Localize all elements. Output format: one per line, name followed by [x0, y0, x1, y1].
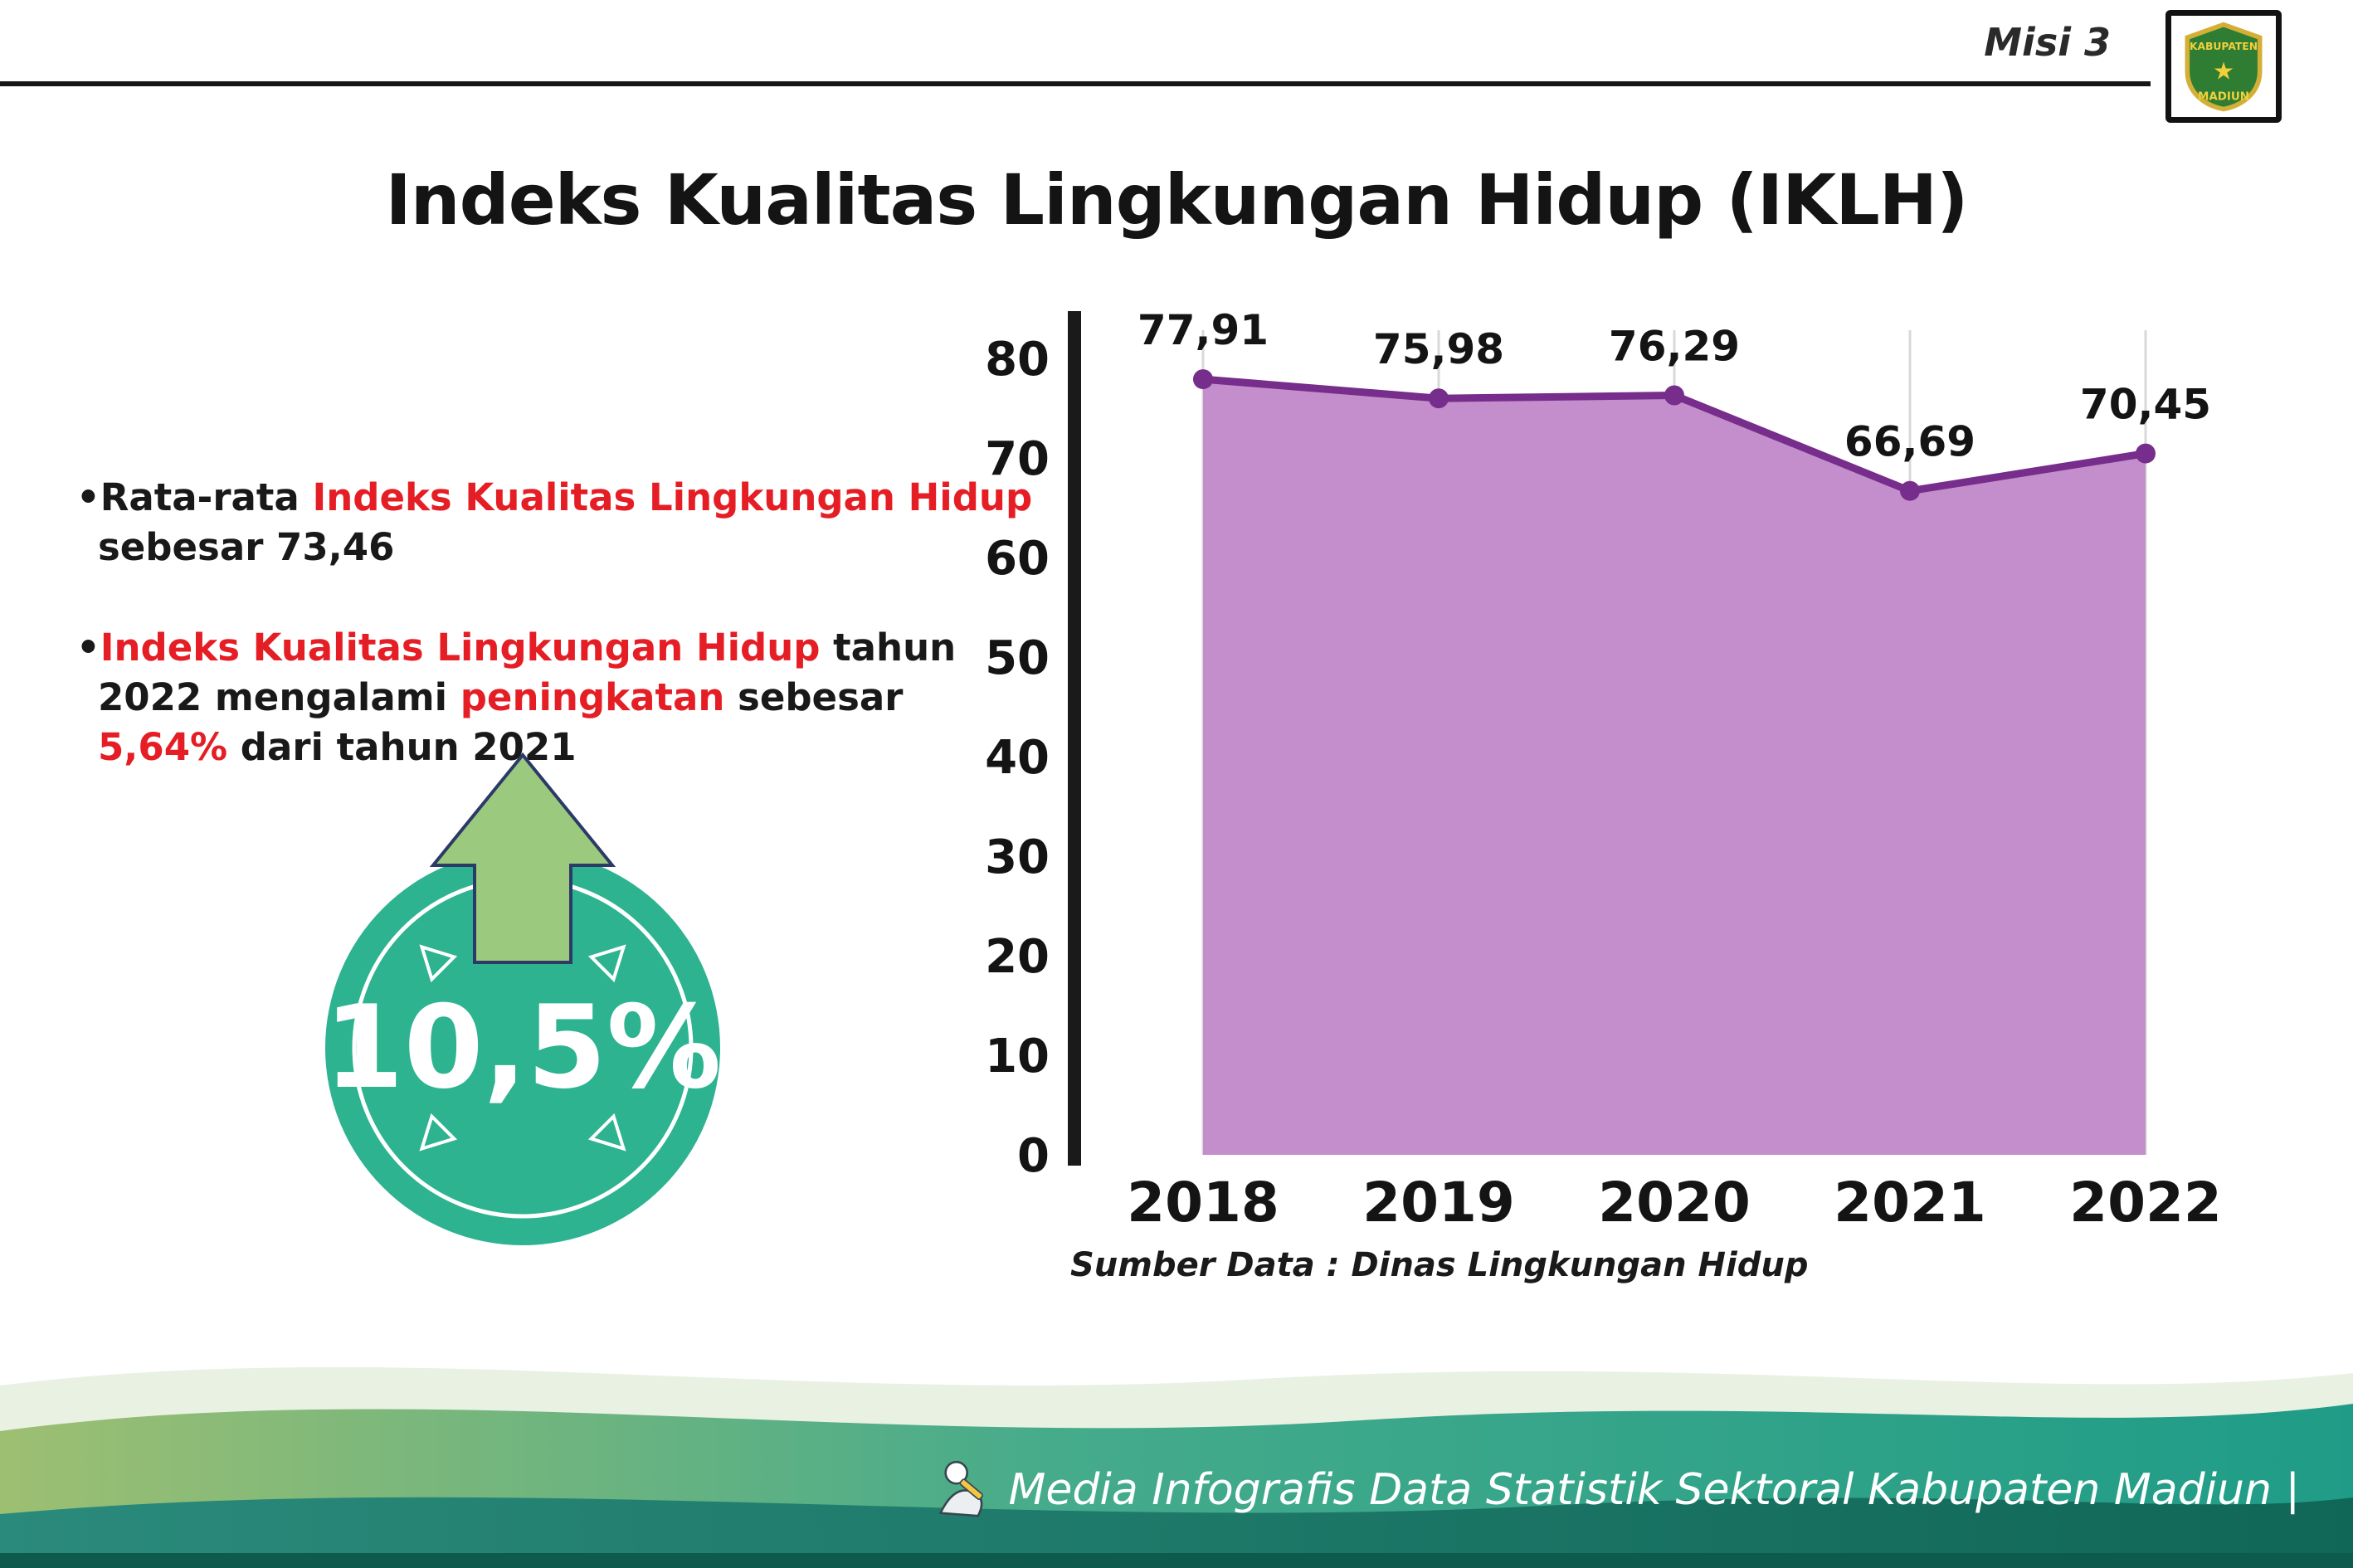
- value-label: 70,45: [2080, 381, 2211, 429]
- y-tick-label: 30: [985, 830, 1050, 884]
- data-point: [1664, 385, 1684, 406]
- y-tick-label: 40: [985, 731, 1050, 785]
- up-arrow-icon: [429, 752, 616, 964]
- area-fill: [1203, 379, 2146, 1156]
- data-point: [2136, 443, 2156, 464]
- logo-crest-icon: KABUPATEN ★ MADIUN: [2185, 22, 2263, 112]
- increase-badge-graphic: 10,5%: [324, 752, 722, 1245]
- logo-text-top: KABUPATEN: [2190, 41, 2258, 52]
- y-tick-label: 80: [985, 333, 1050, 387]
- iklh-chart: 0 10 20 30 40 50 60 70 80 77,91 75,98 76,29 66,69 70,…: [929, 265, 2307, 1244]
- value-label: 77,91: [1138, 306, 1269, 354]
- header-rule: [0, 81, 2151, 86]
- x-tick-label: 2022: [2069, 1171, 2222, 1234]
- badge-percentage: 10,5%: [324, 981, 722, 1114]
- chart-svg: 0 10 20 30 40 50 60 70 80 77,91 75,98 76,29 66,69 70,…: [985, 306, 2222, 1234]
- footer-bottom-strip: [0, 1553, 2353, 1568]
- y-tick-label: 10: [985, 1030, 1050, 1083]
- footer-text: Media Infografis Data Statistik Sektoral…: [1008, 1465, 2300, 1515]
- footer-caption: Media Infografis Data Statistik Sektoral…: [928, 1454, 2300, 1527]
- x-tick-label: 2019: [1362, 1171, 1515, 1234]
- bullet-text-highlight: Indeks Kualitas Lingkungan Hidup: [312, 475, 1033, 519]
- bullet-list: •Rata-rata Indeks Kualitas Lingkungan Hi…: [76, 473, 1039, 822]
- footer-wave-deep: [0, 1497, 2353, 1568]
- logo-text-bottom: MADIUN: [2198, 90, 2249, 103]
- y-tick-label: 60: [985, 532, 1050, 586]
- bullet-item-average: •Rata-rata Indeks Kualitas Lingkungan Hi…: [76, 473, 1039, 573]
- bullet-text: tahun 2022 mengalami: [98, 625, 957, 719]
- data-point: [1429, 388, 1449, 409]
- y-tick-label: 50: [985, 631, 1050, 685]
- y-tick-label: 0: [1017, 1129, 1050, 1183]
- logo-shield: [2185, 22, 2263, 112]
- increase-badge: 10,5%: [315, 743, 730, 1257]
- bullet-text: sebesar 73,46: [98, 525, 395, 570]
- bullet-item-increase: •Indeks Kualitas Lingkungan Hidup tahun …: [76, 623, 1039, 773]
- y-tick-label: 70: [985, 432, 1050, 486]
- value-label: 76,29: [1609, 323, 1740, 371]
- page-title: Indeks Kualitas Lingkungan Hidup (IKLH): [385, 159, 1969, 241]
- x-tick-label: 2021: [1834, 1171, 1986, 1234]
- source-note: Sumber Data : Dinas Lingkungan Hidup: [1070, 1246, 1809, 1284]
- bullet-text: sebesar: [724, 674, 904, 719]
- value-label: 66,69: [1844, 418, 1975, 466]
- bullet-marker: •: [76, 475, 100, 519]
- badge-tick-triangles: [419, 944, 626, 1152]
- bullet-text-highlight: Indeks Kualitas Lingkungan Hidup: [100, 625, 821, 670]
- kabupaten-madiun-logo: KABUPATEN ★ MADIUN: [2165, 10, 2282, 123]
- logo-star-icon: ★: [2213, 57, 2234, 85]
- bullet-text-highlight: 5,64%: [98, 725, 228, 770]
- data-point: [1900, 480, 1920, 501]
- x-tick-label: 2018: [1127, 1171, 1279, 1234]
- bullet-text-highlight: peningkatan: [460, 674, 725, 719]
- misi-label: Misi 3: [1984, 20, 2111, 65]
- footer-wave-graphic: [0, 1366, 2353, 1568]
- value-label: 75,98: [1373, 325, 1504, 373]
- data-point: [1193, 369, 1213, 390]
- x-tick-label: 2020: [1598, 1171, 1751, 1234]
- mascot-icon: [938, 1460, 983, 1517]
- bullet-marker: •: [76, 625, 100, 670]
- footer: Media Infografis Data Statistik Sektoral…: [0, 1327, 2353, 1568]
- y-tick-label: 20: [985, 930, 1050, 984]
- bullet-text: Rata-rata: [100, 475, 313, 519]
